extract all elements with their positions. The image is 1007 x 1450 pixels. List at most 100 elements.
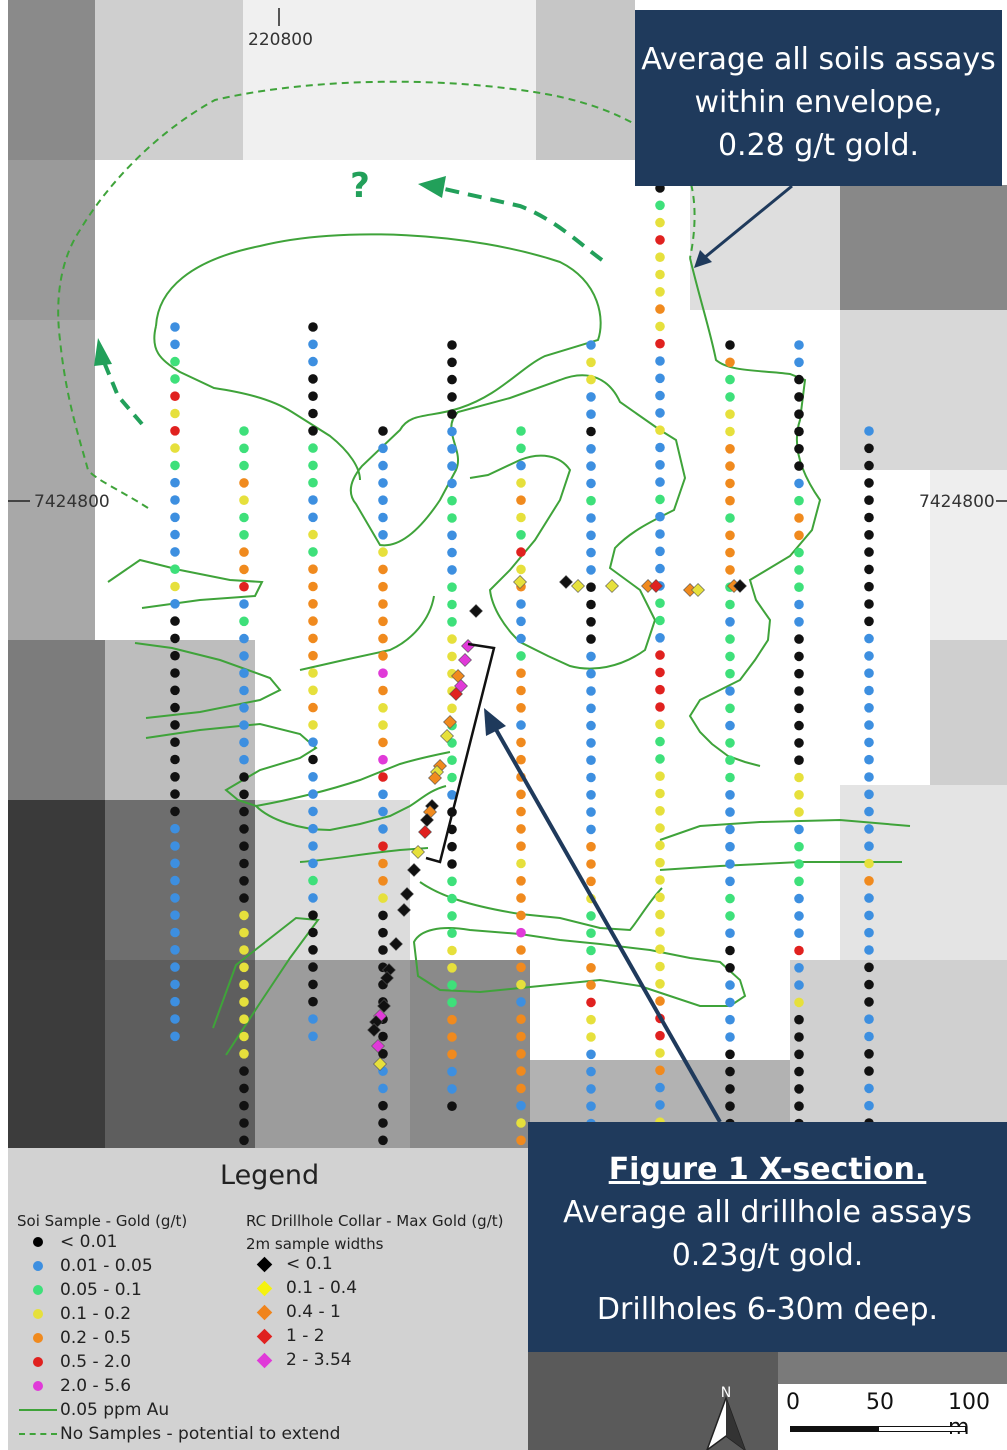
- soil-sample-dot: [447, 547, 457, 558]
- soil-legend-item-symbol: [16, 1254, 60, 1278]
- soil-sample-dot: [655, 806, 665, 816]
- soil-sample-dot: [655, 909, 665, 920]
- soil-sample-dot: [864, 772, 874, 782]
- soil-sample-dot: [864, 530, 874, 540]
- soil-legend-item: 0.1 - 0.2: [16, 1302, 131, 1326]
- soil-legend-item: 0.5 - 2.0: [16, 1350, 131, 1374]
- soil-sample-dot: [725, 1032, 735, 1042]
- rc-legend-item: < 0.1: [242, 1252, 333, 1276]
- soil-sample-dot: [239, 1031, 249, 1042]
- scale-label-0: 0: [786, 1390, 800, 1415]
- soil-sample-dot: [308, 339, 318, 350]
- soil-sample-dot: [447, 444, 457, 454]
- scale-label-100: 100 m: [948, 1390, 990, 1440]
- soil-sample-dot: [308, 581, 318, 592]
- soil-sample-dot: [794, 495, 804, 506]
- soil-sample-dot: [308, 374, 318, 384]
- soil-sample-dot: [378, 564, 388, 575]
- soil-sample-dot: [586, 841, 596, 852]
- soil-sample-dot: [794, 790, 804, 800]
- raster-tile: [690, 185, 840, 310]
- soil-sample-dot: [378, 1031, 388, 1042]
- soil-sample-dot: [725, 634, 735, 644]
- soil-sample-dot: [864, 824, 874, 834]
- soil-sample-dot: [725, 997, 735, 1008]
- soil-sample-dot: [655, 840, 665, 851]
- legend-dot-icon: [33, 1237, 43, 1247]
- soil-legend-item: < 0.01: [16, 1230, 118, 1254]
- soil-sample-dot: [794, 1066, 804, 1077]
- soil-sample-dot: [655, 650, 665, 660]
- soil-sample-dot: [239, 893, 249, 903]
- legend: Legend Soi Sample - Gold (g/t) < 0.01 0.0…: [8, 1148, 528, 1450]
- extend-arrow-left: [102, 361, 144, 426]
- soil-sample-dot: [170, 616, 180, 626]
- soil-sample-dot: [794, 1032, 804, 1042]
- soil-sample-dot: [516, 962, 526, 973]
- soil-sample-dot: [308, 875, 318, 886]
- soil-sample-dot: [378, 927, 388, 938]
- soil-sample-dot: [308, 823, 318, 834]
- legend-diamond-icon: [256, 1352, 272, 1368]
- soil-sample-dot: [239, 979, 249, 990]
- soil-sample-dot: [794, 997, 804, 1008]
- soil-sample-dot: [447, 617, 457, 627]
- soil-sample-dot: [516, 979, 526, 990]
- soil-sample-dot: [239, 581, 249, 592]
- soil-sample-dot: [308, 426, 318, 436]
- soil-sample-dot: [794, 772, 804, 783]
- soil-sample-dot: [239, 426, 249, 436]
- soil-sample-dot: [516, 564, 526, 575]
- soil-sample-dot: [586, 513, 596, 523]
- soil-sample-dot: [239, 720, 249, 730]
- soil-sample-dot: [447, 1101, 457, 1111]
- soil-legend-item-symbol: [16, 1326, 60, 1350]
- soil-sample-dot: [655, 287, 665, 297]
- soil-sample-dot: [170, 858, 180, 869]
- soil-sample-dot: [308, 858, 318, 869]
- rc-legend-item-symbol: [242, 1348, 286, 1372]
- soil-sample-dot: [308, 806, 318, 817]
- soil-sample-dot: [447, 565, 457, 575]
- soil-sample-dot: [170, 841, 180, 851]
- soil-sample-dot: [378, 1135, 388, 1146]
- soil-sample-dot: [378, 754, 388, 765]
- soil-sample-dot: [308, 910, 318, 920]
- soil-sample-dot: [170, 581, 180, 592]
- soil-sample-dot: [655, 944, 665, 954]
- soil-sample-dot: [864, 962, 874, 973]
- soil-sample-dot: [378, 651, 388, 661]
- soil-sample-dot: [447, 495, 457, 506]
- soil-sample-dot: [378, 789, 388, 800]
- soil-sample-dot: [239, 512, 249, 523]
- drillhole-collar: [377, 999, 391, 1013]
- soil-sample-dot: [378, 478, 388, 488]
- soil-sample-dot: [586, 963, 596, 973]
- soil-sample-dot: [725, 374, 735, 385]
- soil-sample-dot: [586, 426, 596, 437]
- soil-sample-dot: [794, 893, 804, 904]
- drill-depth-note: Drillholes 6-30m deep.: [596, 1292, 939, 1327]
- soil-sample-dot: [586, 599, 596, 610]
- soil-sample-dot: [308, 564, 318, 574]
- soil-sample-dot: [794, 928, 804, 938]
- soil-sample-dot: [655, 684, 665, 695]
- soil-sample-dot: [516, 945, 526, 955]
- soils-callout-pointer: [703, 184, 793, 260]
- soil-sample-dot: [655, 754, 665, 764]
- soil-sample-dot: [239, 547, 249, 557]
- soil-sample-dot: [586, 720, 596, 731]
- soil-legend-item: 0.01 - 0.05: [16, 1254, 153, 1278]
- soil-sample-dot: [378, 1100, 388, 1111]
- soil-sample-dot: [516, 1135, 526, 1146]
- soil-sample-dot: [725, 617, 735, 627]
- soil-sample-dot: [170, 460, 180, 471]
- soil-sample-dot: [725, 478, 735, 489]
- drillhole-collar: [380, 971, 394, 985]
- soil-sample-dot: [586, 444, 596, 454]
- line-legend-item: No Samples - potential to extend: [16, 1422, 340, 1446]
- soil-sample-dot: [725, 495, 735, 506]
- soil-sample-dot: [170, 356, 180, 367]
- soil-sample-dot: [170, 737, 180, 747]
- drillhole-collar: [400, 887, 414, 901]
